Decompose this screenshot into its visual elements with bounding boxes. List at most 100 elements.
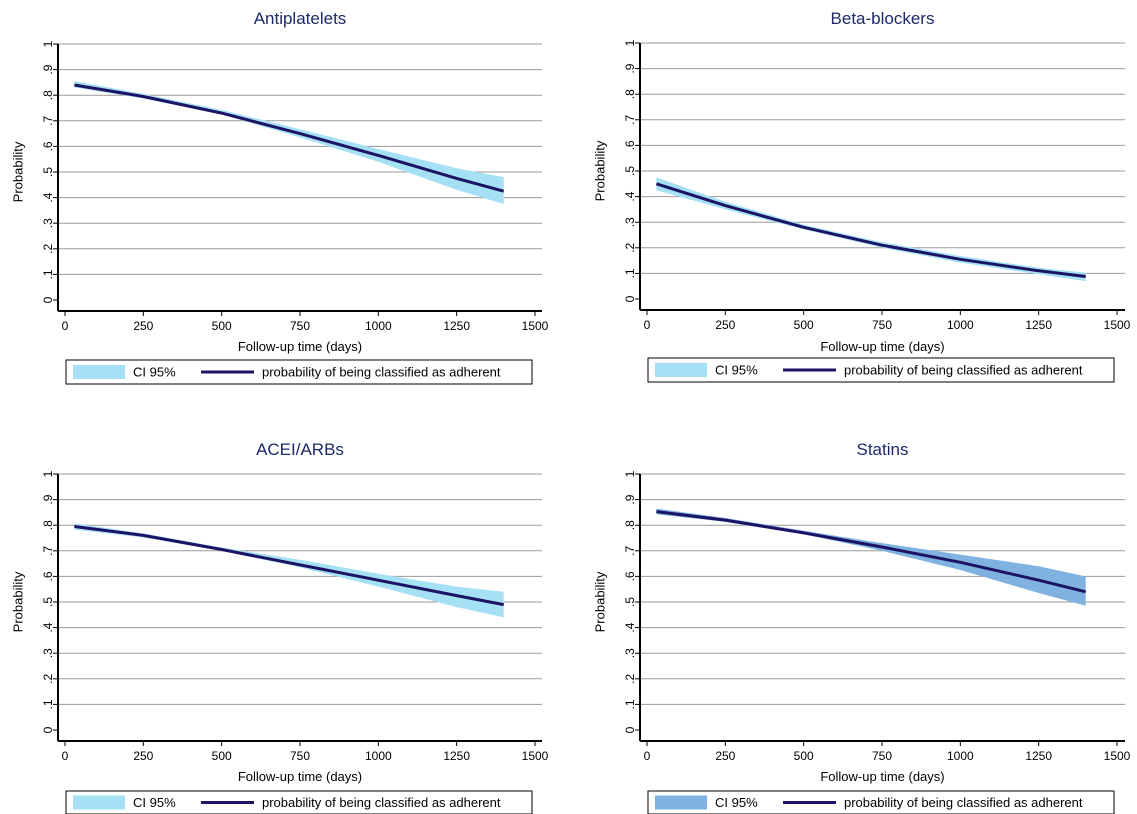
y-tick-label: .2: [41, 673, 55, 683]
y-tick-label: .4: [623, 191, 637, 201]
legend-swatch-ci: [73, 795, 125, 810]
y-tick-label: .2: [623, 673, 637, 683]
legend: CI 95% probability of being classified as…: [647, 357, 1115, 383]
y-tick-label: .4: [41, 622, 55, 632]
legend-label-ci: CI 95%: [715, 795, 758, 810]
y-tick-label: .6: [623, 571, 637, 581]
panel-2: Beta-blockers 0 .1 .2 .3 .4 .5 .6 .7 .8 .9 1 0 250 500…: [593, 9, 1131, 383]
x-tick-label: 750: [872, 749, 892, 763]
y-tick-label: 0: [41, 296, 55, 303]
y-tick-label: .1: [623, 268, 637, 278]
probability-line: [74, 525, 504, 607]
legend: CI 95% probability of being classified as…: [65, 359, 533, 385]
y-tick-label: .2: [41, 243, 55, 253]
y-axis-label: Probability: [593, 140, 608, 201]
y-tick-label: .5: [41, 167, 55, 177]
y-tick-label: 1: [41, 470, 55, 477]
y-tick-label: .1: [623, 699, 637, 709]
x-tick-label: 1000: [365, 319, 392, 333]
x-tick-label: 1500: [1104, 318, 1131, 332]
legend-label-ci: CI 95%: [715, 363, 758, 378]
legend: CI 95% probability of being classified as…: [65, 790, 533, 814]
y-tick-label: .9: [623, 63, 637, 73]
chart-title: Antiplatelets: [254, 9, 347, 28]
y-tick-label: .7: [623, 114, 637, 124]
y-tick-label: .3: [623, 217, 637, 227]
y-tick-label: .6: [623, 140, 637, 150]
chart-title: ACEI/ARBs: [256, 440, 344, 459]
x-tick-label: 500: [212, 749, 232, 763]
y-tick-label: 1: [623, 39, 637, 46]
x-tick-label: 750: [872, 318, 892, 332]
y-tick-label: 0: [623, 295, 637, 302]
legend-label-line: probability of being classified as adher…: [844, 795, 1083, 810]
y-tick-label: .9: [41, 64, 55, 74]
x-axis-label: Follow-up time (days): [820, 769, 944, 784]
ci-band: [74, 523, 504, 618]
y-tick-label: .6: [41, 141, 55, 151]
x-tick-label: 250: [715, 318, 735, 332]
y-tick-label: .8: [41, 90, 55, 100]
legend-box: [647, 790, 1115, 814]
y-tick-label: .1: [41, 269, 55, 279]
x-axis-label: Follow-up time (days): [238, 339, 362, 354]
x-axis-label: Follow-up time (days): [238, 769, 362, 784]
x-tick-label: 1500: [522, 319, 549, 333]
x-tick-label: 1250: [443, 749, 470, 763]
y-tick-label: .4: [41, 192, 55, 202]
x-tick-label: 1500: [1104, 749, 1131, 763]
x-tick-label: 0: [62, 319, 69, 333]
y-tick-label: .5: [623, 166, 637, 176]
x-tick-label: 0: [62, 749, 69, 763]
legend-swatch-ci: [655, 795, 707, 810]
y-tick-label: .9: [41, 494, 55, 504]
x-tick-label: 0: [644, 749, 651, 763]
legend-box: [647, 357, 1115, 383]
legend: CI 95% probability of being classified as…: [647, 790, 1115, 814]
x-tick-label: 1250: [1025, 318, 1052, 332]
legend-box: [65, 359, 533, 385]
y-tick-label: .5: [41, 597, 55, 607]
x-tick-label: 1000: [947, 318, 974, 332]
y-tick-label: .1: [41, 699, 55, 709]
x-axis-label: Follow-up time (days): [820, 339, 944, 354]
legend-swatch-ci: [655, 363, 707, 377]
ci-band: [74, 81, 504, 204]
y-tick-label: .3: [623, 648, 637, 658]
legend-label-line: probability of being classified as adher…: [262, 365, 501, 380]
ci-band: [656, 177, 1086, 282]
y-tick-label: .3: [41, 648, 55, 658]
y-tick-label: .8: [623, 89, 637, 99]
x-tick-label: 500: [794, 318, 814, 332]
probability-line: [656, 510, 1087, 594]
y-tick-label: .6: [41, 571, 55, 581]
y-axis-label: Probability: [11, 571, 26, 632]
x-tick-label: 250: [715, 749, 735, 763]
y-tick-label: .8: [623, 520, 637, 530]
y-tick-label: .7: [41, 115, 55, 125]
x-tick-label: 1000: [365, 749, 392, 763]
probability-line: [74, 83, 505, 193]
x-tick-label: 750: [290, 749, 310, 763]
y-tick-label: 1: [623, 470, 637, 477]
x-tick-label: 500: [212, 319, 232, 333]
x-tick-label: 500: [794, 749, 814, 763]
x-tick-label: 250: [133, 749, 153, 763]
y-tick-label: .4: [623, 622, 637, 632]
x-tick-label: 1250: [1025, 749, 1052, 763]
panel-4: Statins 0 .1 .2 .3 .4 .5 .6 .7 .8 .9 1 0 250 500 750 100…: [593, 440, 1131, 814]
x-tick-label: 1000: [947, 749, 974, 763]
x-tick-label: 1500: [522, 749, 549, 763]
panel-1: Antiplatelets 0 .1 .2 .3 .4 .5 .6 .7 .8 .9 1 0 250 500…: [11, 9, 549, 385]
y-tick-label: 0: [41, 726, 55, 733]
y-tick-label: .7: [623, 545, 637, 555]
legend-label-ci: CI 95%: [133, 795, 176, 810]
probability-line: [655, 182, 1086, 278]
legend-label-line: probability of being classified as adher…: [262, 795, 501, 810]
legend-label-line: probability of being classified as adher…: [844, 363, 1083, 378]
y-tick-label: .5: [623, 597, 637, 607]
x-tick-label: 1250: [443, 319, 470, 333]
y-tick-label: .7: [41, 545, 55, 555]
y-tick-label: 1: [41, 40, 55, 47]
